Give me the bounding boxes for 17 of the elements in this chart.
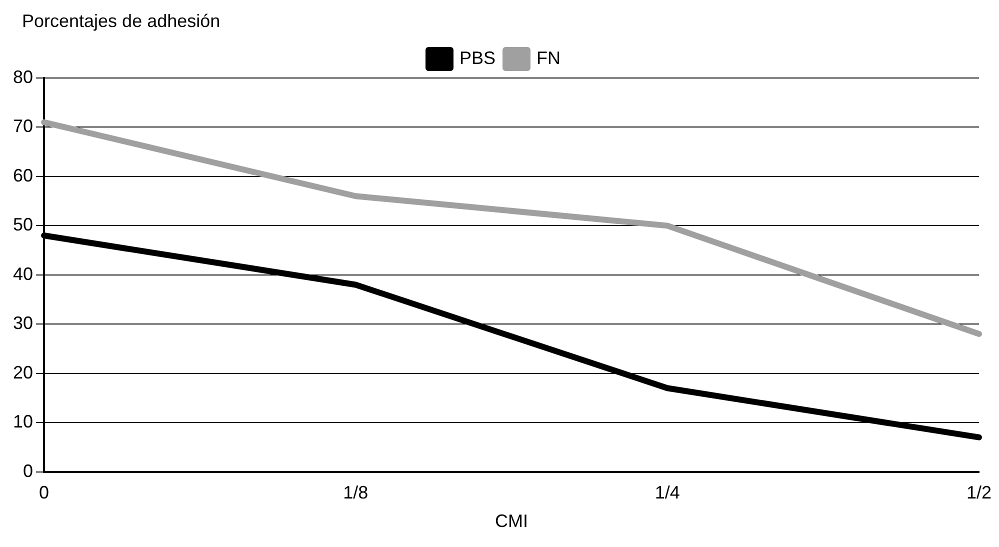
legend-label: FN	[536, 48, 561, 68]
y-tick-label: 10	[12, 412, 34, 432]
legend-label: PBS	[459, 48, 496, 68]
y-tick-label: 40	[12, 264, 34, 284]
x-tick-label: 0	[39, 482, 50, 503]
x-axis-title: CMI	[495, 511, 528, 532]
x-tick-label: 1/2	[966, 482, 992, 503]
y-tick-label: 80	[12, 66, 34, 87]
y-axis-title: Porcentajes de adhesión	[22, 10, 220, 31]
y-tick-label: 0	[23, 460, 34, 481]
y-tick-label: 70	[12, 116, 34, 136]
y-tick-label: 60	[12, 165, 34, 186]
y-tick-label: 30	[12, 313, 34, 334]
y-tick-label: 20	[12, 362, 34, 382]
y-tick-label: 50	[12, 214, 34, 235]
x-tick-label: 1/4	[654, 482, 680, 503]
x-tick-label: 1/8	[343, 482, 368, 503]
